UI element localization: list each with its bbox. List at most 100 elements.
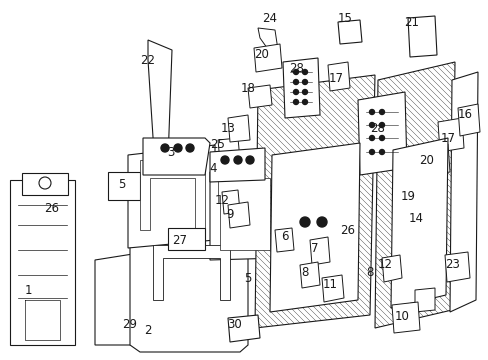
Circle shape (185, 144, 194, 152)
Text: 28: 28 (370, 122, 385, 135)
Text: 3: 3 (167, 145, 174, 158)
Text: 23: 23 (445, 258, 460, 271)
Text: 26: 26 (44, 202, 60, 215)
Text: 9: 9 (226, 208, 233, 221)
Text: 14: 14 (407, 211, 423, 225)
Circle shape (161, 144, 169, 152)
Polygon shape (128, 145, 215, 248)
Text: 4: 4 (209, 162, 216, 175)
Circle shape (316, 217, 326, 227)
Circle shape (369, 149, 374, 154)
Text: 19: 19 (400, 189, 415, 202)
Polygon shape (414, 288, 434, 312)
Circle shape (302, 99, 307, 104)
Text: 12: 12 (214, 194, 229, 207)
Circle shape (302, 80, 307, 85)
Text: 25: 25 (210, 139, 225, 152)
Text: 28: 28 (289, 62, 304, 75)
Polygon shape (253, 44, 282, 72)
Polygon shape (140, 160, 204, 230)
Polygon shape (391, 302, 419, 333)
Circle shape (379, 149, 384, 154)
Text: 21: 21 (404, 15, 419, 28)
Polygon shape (209, 148, 264, 182)
Polygon shape (381, 255, 401, 282)
Text: 29: 29 (122, 319, 137, 332)
Circle shape (302, 90, 307, 94)
Polygon shape (285, 213, 345, 235)
Text: 30: 30 (227, 319, 242, 332)
Polygon shape (327, 62, 349, 91)
Text: 8: 8 (366, 266, 373, 279)
Polygon shape (108, 172, 140, 200)
Polygon shape (130, 237, 247, 352)
Text: 5: 5 (244, 271, 251, 284)
Polygon shape (247, 85, 271, 108)
Polygon shape (449, 72, 477, 312)
Circle shape (293, 90, 298, 94)
Polygon shape (218, 138, 240, 162)
Polygon shape (299, 262, 319, 288)
Circle shape (369, 122, 374, 127)
Text: 7: 7 (311, 242, 318, 255)
Text: 11: 11 (322, 279, 337, 292)
Circle shape (369, 135, 374, 140)
Text: 24: 24 (262, 12, 277, 24)
Circle shape (369, 109, 374, 114)
Polygon shape (258, 28, 278, 52)
Polygon shape (337, 20, 361, 44)
Text: 1: 1 (24, 284, 32, 297)
Text: 15: 15 (337, 12, 352, 24)
Text: 27: 27 (172, 234, 187, 247)
Circle shape (379, 135, 384, 140)
Polygon shape (407, 188, 429, 214)
Circle shape (234, 156, 242, 164)
Circle shape (379, 109, 384, 114)
Polygon shape (142, 138, 209, 175)
Polygon shape (218, 178, 269, 250)
Polygon shape (283, 58, 319, 118)
Circle shape (293, 69, 298, 75)
Polygon shape (437, 118, 463, 152)
Circle shape (174, 144, 182, 152)
Polygon shape (419, 144, 449, 176)
Circle shape (39, 177, 51, 189)
Polygon shape (274, 228, 293, 252)
Polygon shape (148, 40, 172, 168)
Polygon shape (227, 115, 249, 142)
Polygon shape (374, 62, 454, 328)
Circle shape (245, 156, 253, 164)
Circle shape (221, 156, 228, 164)
Polygon shape (95, 250, 158, 345)
Circle shape (302, 69, 307, 75)
Text: 2: 2 (144, 324, 151, 337)
Text: 12: 12 (377, 258, 392, 271)
Text: 18: 18 (240, 81, 255, 94)
Text: 20: 20 (419, 153, 433, 166)
Polygon shape (227, 202, 249, 228)
Polygon shape (254, 75, 374, 328)
Circle shape (379, 122, 384, 127)
Polygon shape (269, 143, 359, 312)
Text: 6: 6 (281, 230, 288, 243)
Polygon shape (10, 180, 75, 345)
Polygon shape (407, 16, 436, 57)
Polygon shape (222, 190, 240, 214)
Text: 10: 10 (394, 310, 408, 323)
Polygon shape (168, 228, 204, 250)
Polygon shape (209, 165, 280, 260)
Text: 20: 20 (254, 49, 269, 62)
Circle shape (299, 217, 309, 227)
Polygon shape (153, 245, 229, 300)
Text: 17: 17 (328, 72, 343, 85)
Polygon shape (22, 173, 68, 195)
Text: 8: 8 (301, 266, 308, 279)
Polygon shape (357, 92, 406, 175)
Text: 16: 16 (457, 108, 471, 122)
Text: 5: 5 (118, 179, 125, 192)
Polygon shape (321, 275, 343, 302)
Polygon shape (444, 252, 469, 282)
Polygon shape (457, 104, 479, 136)
Text: 22: 22 (140, 54, 155, 67)
Polygon shape (309, 237, 329, 265)
